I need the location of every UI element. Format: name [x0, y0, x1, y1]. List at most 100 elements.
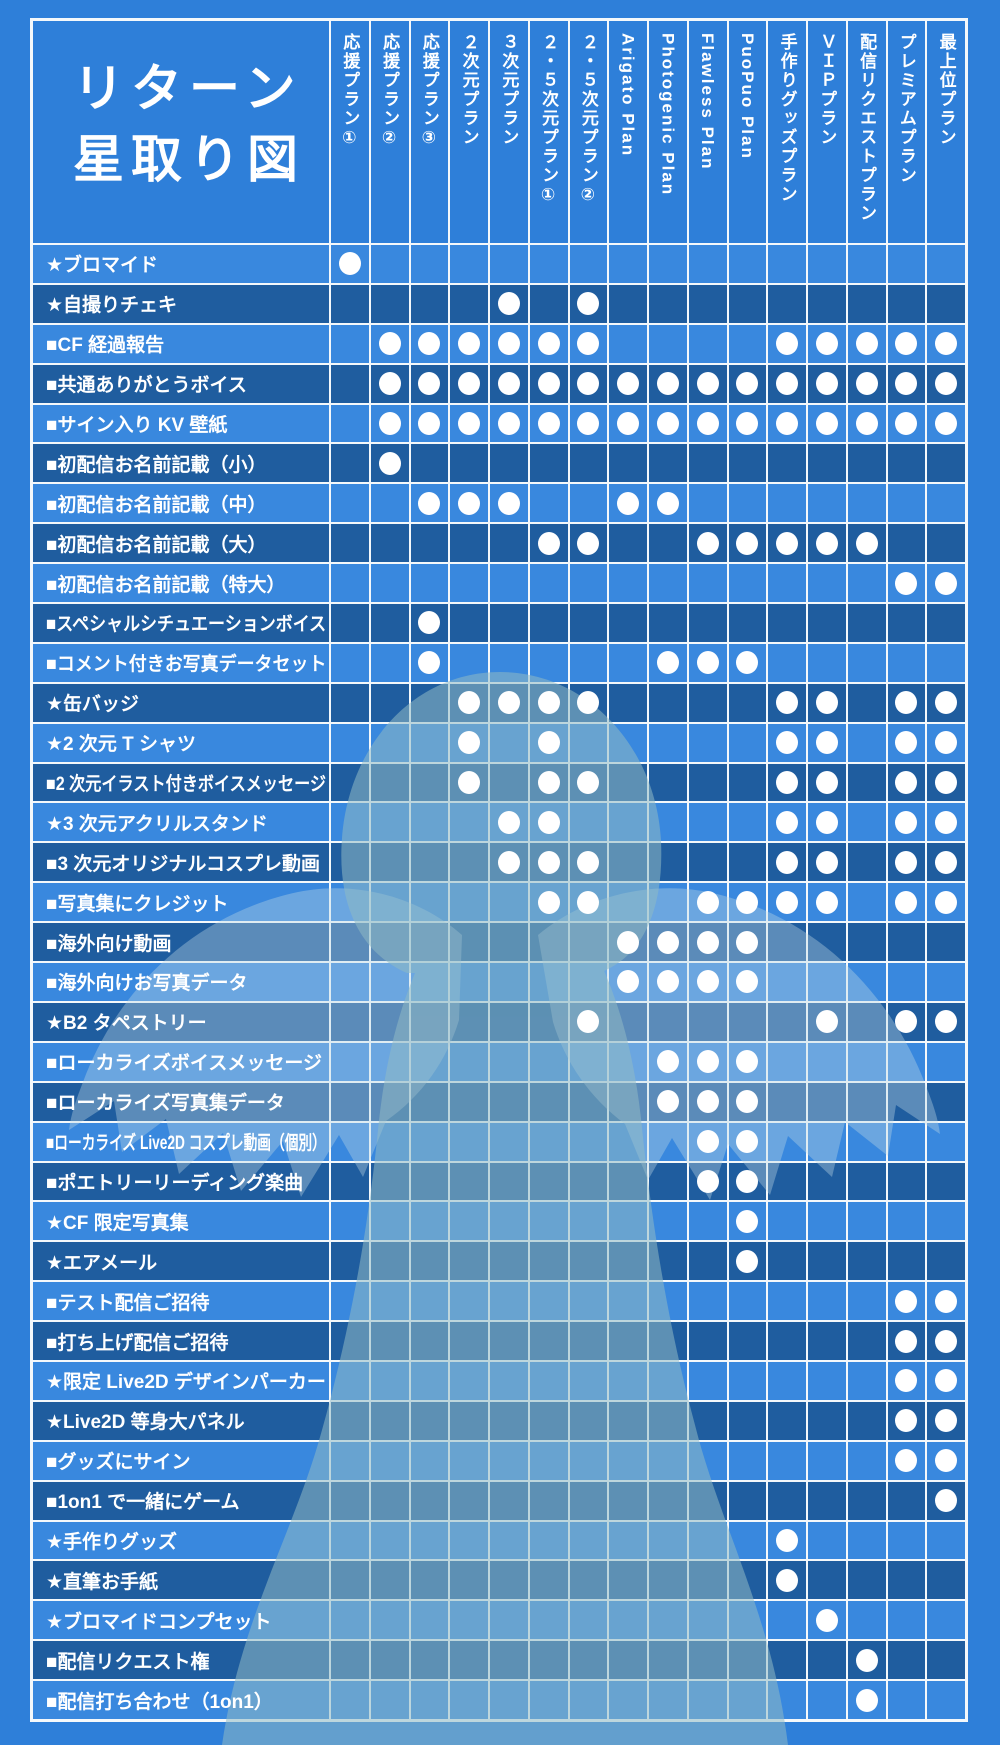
row-label: ■3 次元オリジナルコスプレ動画 [33, 843, 329, 882]
row-label: ★Live2D 等身大パネル [33, 1401, 329, 1440]
matrix-cell [927, 763, 965, 802]
matrix-cell [847, 843, 886, 882]
matrix-cell [450, 1082, 488, 1121]
matrix-cell [490, 604, 528, 642]
row-label-text: ■グッズにサイン [46, 1452, 191, 1474]
matrix-cell [331, 803, 369, 842]
matrix-cell [887, 1401, 926, 1440]
column-header: プレミアムプラン [887, 21, 926, 243]
matrix-cell [728, 643, 767, 682]
included-dot-icon [815, 810, 838, 834]
matrix-cell [410, 1282, 449, 1321]
matrix-cell [450, 1361, 488, 1400]
matrix-cell [529, 1162, 568, 1201]
included-dot-icon [935, 1010, 958, 1034]
matrix-cell [847, 1162, 886, 1201]
included-dot-icon [935, 372, 958, 396]
matrix-cell [331, 843, 369, 882]
matrix-cell [370, 843, 409, 882]
matrix-cell [370, 963, 409, 1001]
matrix-cell [927, 444, 965, 483]
row-label: ■海外向け動画 [33, 923, 329, 962]
matrix-cell [887, 564, 926, 603]
matrix-cell [847, 564, 886, 603]
matrix-cell [927, 883, 965, 922]
matrix-cell [529, 324, 568, 363]
matrix-cell [887, 1521, 926, 1560]
included-dot-icon [497, 332, 520, 356]
matrix-cell [688, 1401, 727, 1440]
matrix-cell [847, 1242, 886, 1281]
matrix-cell [768, 1641, 806, 1680]
matrix-cell [331, 1641, 369, 1680]
matrix-cell [370, 803, 409, 842]
included-dot-icon [378, 372, 401, 396]
matrix-cell [808, 1401, 846, 1440]
matrix-cell [649, 1122, 687, 1161]
matrix-cell [529, 923, 568, 962]
row-label-text: ■テスト配信ご招待 [46, 1292, 210, 1314]
matrix-cell [887, 1202, 926, 1241]
matrix-cell [529, 1082, 568, 1121]
matrix-cell [728, 883, 767, 922]
matrix-cell [331, 364, 369, 403]
included-dot-icon [815, 1608, 838, 1632]
matrix-cell [569, 404, 608, 443]
matrix-cell [847, 245, 886, 283]
included-dot-icon [656, 651, 679, 675]
row-label-text: ■2 次元イラスト付きボイスメッセージ [46, 774, 326, 796]
matrix-cell [927, 803, 965, 842]
matrix-cell [887, 1681, 926, 1719]
matrix-cell [649, 1561, 687, 1600]
matrix-cell [490, 564, 528, 603]
matrix-cell [370, 1322, 409, 1360]
matrix-cell [609, 763, 647, 802]
matrix-cell [728, 1162, 767, 1201]
matrix-cell [609, 1561, 647, 1600]
included-dot-icon [736, 1169, 759, 1193]
column-header-label: 応援プラン② [380, 33, 400, 150]
matrix-cell [410, 723, 449, 762]
included-dot-icon [776, 691, 799, 715]
matrix-cell [808, 524, 846, 563]
matrix-cell [450, 683, 488, 722]
matrix-cell [331, 1122, 369, 1161]
matrix-cell [410, 1202, 449, 1241]
row-label: ★直筆お手紙 [33, 1561, 329, 1600]
column-header: 配信リクエストプラン [847, 21, 886, 243]
matrix-cell [887, 1322, 926, 1360]
matrix-cell [649, 763, 687, 802]
included-dot-icon [935, 771, 958, 795]
included-dot-icon [537, 372, 560, 396]
matrix-cell [609, 1441, 647, 1480]
matrix-cell [927, 1162, 965, 1201]
column-header-label: Photogenic Plan [658, 33, 678, 197]
matrix-cell [887, 1242, 926, 1281]
matrix-cell [887, 923, 926, 962]
included-dot-icon [895, 890, 918, 914]
row-label: ★B2 タペストリー [33, 1002, 329, 1041]
matrix-cell [688, 1601, 727, 1640]
star-chart-table: リターン 星取り図 応援プラン① 応援プラン② 応援プラン③ ２次元プラン ３次元プラン… [30, 18, 968, 1722]
matrix-cell [688, 404, 727, 443]
included-dot-icon [577, 332, 600, 356]
matrix-cell [927, 1082, 965, 1121]
row-label-text: ★限定 Live2D デザインパーカー [46, 1372, 326, 1394]
matrix-cell [649, 923, 687, 962]
matrix-cell [768, 1481, 806, 1520]
matrix-cell [410, 604, 449, 642]
matrix-cell [450, 723, 488, 762]
included-dot-icon [895, 1329, 918, 1353]
included-dot-icon [895, 691, 918, 715]
included-dot-icon [537, 731, 560, 755]
row-label-text: ■共通ありがとうボイス [46, 375, 247, 397]
matrix-cell [331, 883, 369, 922]
matrix-cell [847, 803, 886, 842]
matrix-cell [768, 1521, 806, 1560]
matrix-cell [609, 1481, 647, 1520]
matrix-cell [688, 364, 727, 403]
matrix-cell [331, 1401, 369, 1440]
matrix-cell [609, 1242, 647, 1281]
matrix-cell [847, 1601, 886, 1640]
matrix-cell [569, 1361, 608, 1400]
